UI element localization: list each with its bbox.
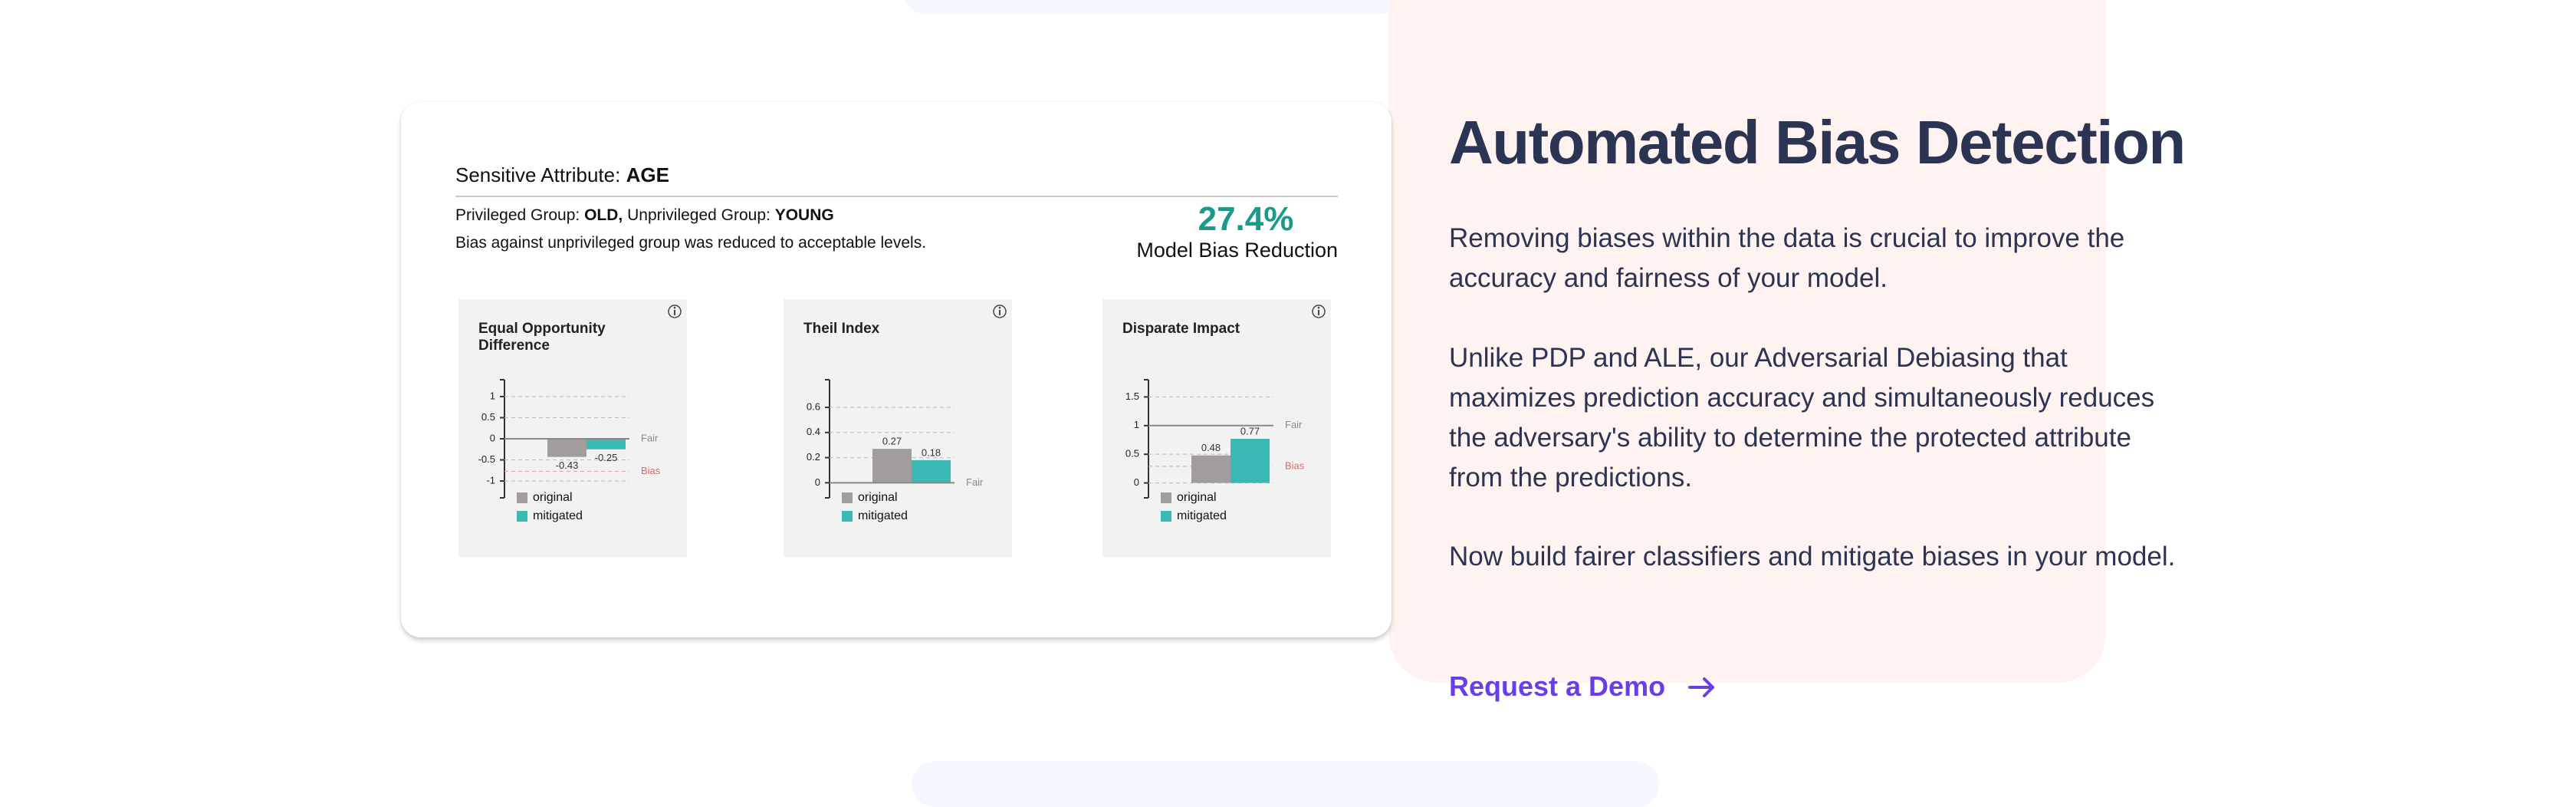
y-tick-label: 0	[815, 476, 820, 488]
reduction-label: Model Bias Reduction	[1136, 239, 1338, 262]
value-label: 0.18	[922, 446, 941, 458]
y-tick-label: 0	[490, 432, 495, 443]
value-label: 0.48	[1201, 442, 1221, 453]
attribute-line: Sensitive Attribute: AGE	[455, 163, 669, 187]
value-label: -0.25	[595, 452, 618, 463]
decor-backdrop	[1388, 0, 2106, 683]
legend-label: mitigated	[1177, 509, 1227, 522]
y-tick-label: 1	[1134, 419, 1139, 430]
legend-swatch	[517, 492, 527, 503]
bar	[1191, 455, 1230, 483]
legend-label: original	[858, 491, 898, 504]
legend-swatch	[842, 511, 853, 522]
bias-label: Bias	[641, 465, 661, 476]
chart-panel: Equal Opportunity Difference 1 0.5 0 -0.5 -1 B…	[458, 299, 687, 557]
info-icon	[668, 305, 682, 318]
reduction-value: 27.4%	[1198, 200, 1294, 238]
paragraph: Removing biases within the data is cruci…	[1449, 223, 2125, 293]
page: Automated Bias Detection html, body { ma…	[401, 0, 2187, 703]
bar	[1230, 439, 1270, 483]
divider	[455, 196, 1338, 197]
chart-title: Theil Index	[803, 321, 880, 337]
unprivileged: YOUNG	[774, 206, 834, 224]
heading: Automated Bias Detection	[1449, 108, 2186, 176]
legend-label: original	[1177, 491, 1217, 504]
unprivileged-label: Unprivileged Group:	[627, 206, 770, 224]
value-label: 0.27	[882, 436, 902, 447]
info-icon	[993, 305, 1007, 318]
y-tick-label: -1	[486, 474, 495, 486]
paragraph: Now build fairer classifiers and mitigat…	[1449, 542, 2176, 571]
legend-label: mitigated	[858, 509, 908, 522]
y-tick-label: 0.4	[807, 426, 820, 437]
fair-label: Fair	[1285, 419, 1303, 430]
demo-link[interactable]: Request a Demo	[1449, 670, 1717, 703]
y-tick-label: 0	[1134, 476, 1139, 488]
page-body: {"card": { "attribute_label": "Sensitive…	[401, 0, 2187, 703]
chart-panel: Theil Index 0.6 0.4 0.2 0 0.27 original 0.18 mit…	[784, 299, 1012, 557]
privileged: OLD,	[584, 206, 623, 224]
demo-text[interactable]: Request a Demo	[1449, 670, 1666, 702]
note: Bias against unprivileged group was redu…	[455, 234, 927, 252]
bar	[912, 459, 951, 483]
legend-swatch	[1161, 511, 1171, 522]
info-icon	[673, 306, 676, 309]
value-label: -0.43	[556, 459, 579, 471]
legend-swatch	[842, 492, 853, 503]
chart: 1 0.5 0 -0.5 -1 Bias -0.43 original -0.25 mitigat…	[478, 305, 682, 522]
groups-line: Privileged Group: OLD, Unprivileged Grou…	[455, 206, 834, 225]
y-tick-label: 0.5	[481, 411, 495, 423]
chart: 1.5 1 0.5 0 Bias 0.48 original 0.77 mitigated Fai…	[1125, 305, 1326, 522]
legend-swatch	[1161, 492, 1171, 503]
info-icon	[1312, 305, 1326, 318]
privileged-label: Privileged Group:	[455, 206, 580, 224]
attribute-label: Sensitive Attribute:	[455, 163, 621, 186]
value-label: 0.77	[1240, 425, 1260, 436]
chart-panel: Disparate Impact 1.5 1 0.5 0 Bias 0.48 original…	[1102, 299, 1331, 557]
bar	[547, 439, 586, 457]
legend-label: mitigated	[533, 509, 583, 522]
decor-shape	[912, 761, 1659, 807]
chart: 0.6 0.4 0.2 0 0.27 original 0.18 mitigated Fair	[807, 305, 1007, 522]
y-tick-label: 0.5	[1125, 448, 1139, 459]
fair-label: Fair	[641, 432, 659, 443]
fair-label: Fair	[966, 476, 984, 488]
y-tick-label: 1	[490, 390, 495, 401]
bias-label: Bias	[1285, 459, 1305, 471]
chart-title: Equal Opportunity Difference	[478, 321, 606, 354]
paragraph: Unlike PDP and ALE, our Adversarial Debi…	[1449, 343, 2155, 492]
y-tick-label: 0.6	[807, 400, 820, 412]
bar	[872, 449, 912, 483]
decor-shape	[903, 0, 1401, 14]
attribute: AGE	[626, 163, 669, 186]
y-tick-label: 1.5	[1125, 390, 1139, 402]
info-icon	[998, 306, 1001, 309]
legend-swatch	[517, 511, 527, 522]
legend-label: original	[533, 491, 573, 504]
y-tick-label: 0.2	[807, 451, 820, 463]
info-icon	[1317, 306, 1320, 309]
y-tick-label: -0.5	[478, 453, 495, 465]
bias-card: Sensitive Attribute: AGE Privileged Grou…	[401, 102, 1392, 637]
arrow-icon[interactable]	[1687, 676, 1717, 699]
chart-title: Disparate Impact	[1122, 321, 1240, 337]
bar	[586, 439, 626, 450]
